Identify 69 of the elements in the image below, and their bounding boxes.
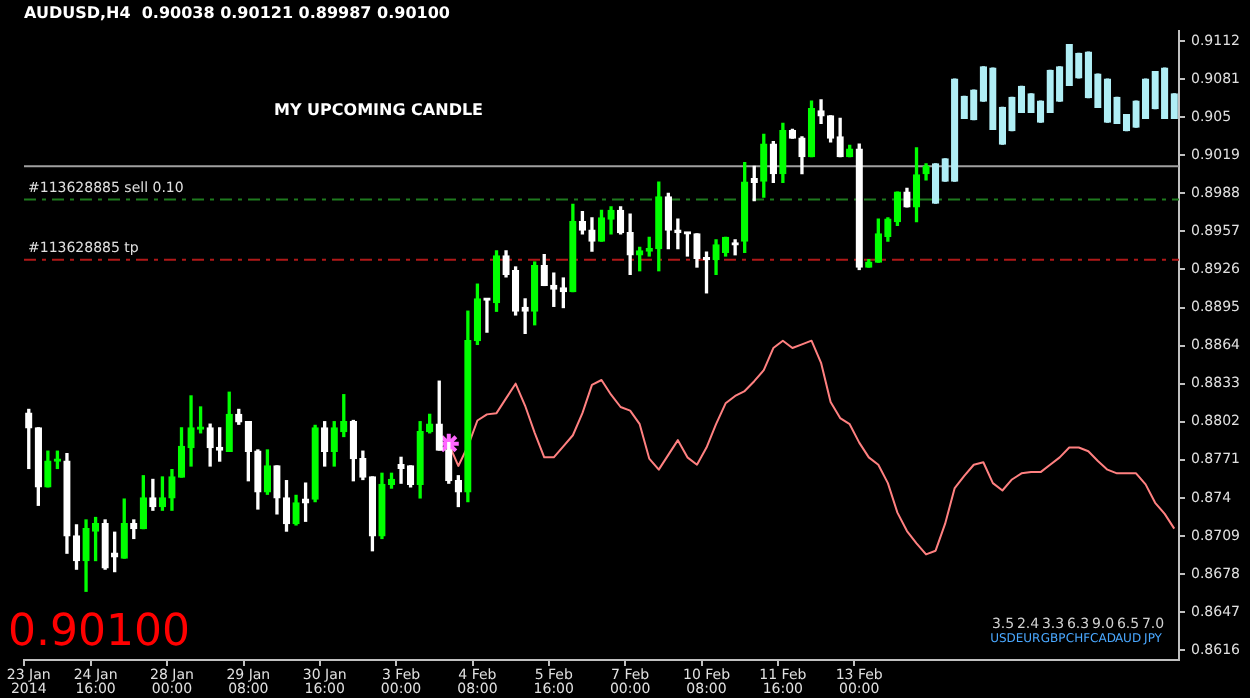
candlestick xyxy=(1161,67,1169,120)
candlestick xyxy=(72,524,81,570)
candlestick xyxy=(101,519,109,570)
candlestick xyxy=(1084,51,1092,99)
candlestick xyxy=(855,143,863,271)
candlestick xyxy=(292,494,300,526)
annotation: MY UPCOMING CANDLE xyxy=(274,101,484,120)
candlestick xyxy=(263,449,272,495)
candlestick xyxy=(846,144,854,158)
candlestick xyxy=(149,478,157,511)
candlestick xyxy=(483,297,491,333)
candlestick xyxy=(273,465,281,515)
candlestick xyxy=(731,239,739,256)
candlestick xyxy=(683,231,692,257)
candlestick xyxy=(254,449,262,510)
candlestick xyxy=(655,181,663,272)
candlestick xyxy=(1141,78,1150,120)
candlestick xyxy=(931,163,940,204)
candlestick xyxy=(865,258,873,268)
candlestick xyxy=(349,419,357,482)
candlestick xyxy=(597,209,606,242)
candlestick xyxy=(321,421,329,467)
candlestick xyxy=(569,203,577,293)
candlestick xyxy=(951,78,959,182)
candlestick xyxy=(25,408,33,470)
candlestick xyxy=(779,122,787,183)
chart-title: AUDUSD,H4 0.90038 0.90121 0.89987 0.90100 xyxy=(24,3,451,22)
candlestick xyxy=(903,187,911,208)
candlestick xyxy=(359,450,367,481)
candlestick xyxy=(531,261,539,326)
candlestick xyxy=(664,192,672,250)
candlestick xyxy=(330,421,338,467)
candlestick xyxy=(206,423,214,467)
candlestick xyxy=(406,465,415,488)
candlestick xyxy=(168,468,176,511)
candlestick xyxy=(53,450,62,470)
candlestick xyxy=(578,211,587,235)
candlestick xyxy=(741,161,749,253)
candlestick xyxy=(1103,78,1112,123)
candlestick xyxy=(760,133,768,198)
candlestick xyxy=(721,236,730,257)
candlestick xyxy=(177,427,186,478)
candlestick xyxy=(492,250,501,312)
candlestick xyxy=(158,476,167,511)
candlestick xyxy=(874,218,882,263)
candlestick xyxy=(225,391,233,452)
candlestick xyxy=(120,498,128,559)
candlestick xyxy=(368,476,377,552)
candlestick xyxy=(807,100,816,158)
candlestick xyxy=(311,424,319,503)
candlestick xyxy=(91,516,100,562)
candlestick xyxy=(817,99,825,124)
candlestick xyxy=(636,246,644,272)
candlestick xyxy=(922,163,930,181)
candlestick xyxy=(912,147,921,223)
candlestick xyxy=(301,482,310,522)
candlestick xyxy=(111,531,119,573)
candlestick xyxy=(282,480,291,532)
candlestick xyxy=(798,136,806,175)
candlestick xyxy=(34,427,42,506)
annotation: 0.90100 xyxy=(8,607,190,658)
candlestick xyxy=(139,475,147,530)
candlestick xyxy=(540,254,548,287)
candlestick xyxy=(445,441,453,484)
candlestick xyxy=(244,421,252,482)
candlestick xyxy=(63,453,71,554)
candlestick xyxy=(44,450,52,488)
candlestick xyxy=(788,128,797,139)
candlestick xyxy=(416,421,424,499)
